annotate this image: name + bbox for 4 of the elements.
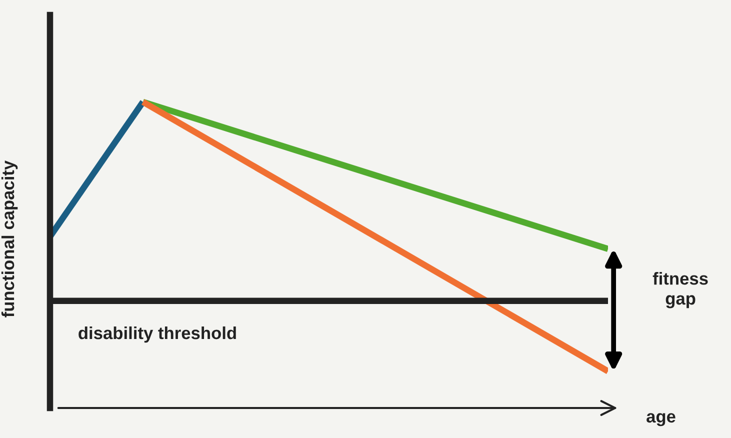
text: fitness gap xyxy=(652,272,708,308)
y-axis-title: functional capacity xyxy=(1,160,18,318)
x-axis-title: age xyxy=(646,413,676,426)
ref-line-label: disability threshold xyxy=(78,326,236,343)
